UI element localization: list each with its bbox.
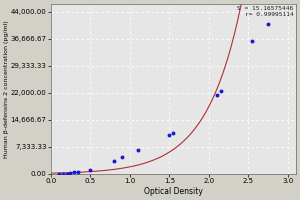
Point [56, 172, 61, 175]
Point [112, 159, 116, 163]
Point [88, 169, 93, 172]
Point [60, 172, 65, 175]
Text: S = 15.16575446
r= 0.99995114: S = 15.16575446 r= 0.99995114 [237, 6, 293, 17]
Point [135, 148, 140, 152]
Y-axis label: Human β-defensins 2 concentration (pg/ml): Human β-defensins 2 concentration (pg/ml… [4, 20, 9, 158]
Point [72, 171, 77, 174]
Point [76, 170, 81, 173]
Point [171, 132, 176, 135]
Point [250, 39, 255, 43]
Point [119, 156, 124, 159]
Point [68, 172, 73, 175]
Point [64, 172, 69, 175]
Point [214, 93, 219, 96]
X-axis label: Optical Density: Optical Density [144, 187, 203, 196]
Point [218, 89, 223, 92]
Point [167, 134, 172, 137]
Point [266, 23, 271, 26]
